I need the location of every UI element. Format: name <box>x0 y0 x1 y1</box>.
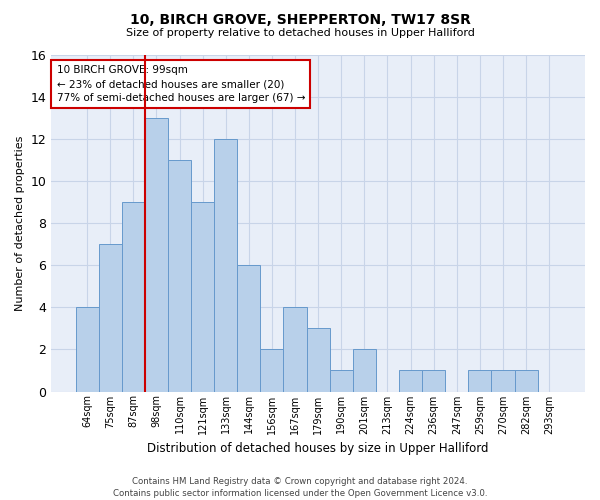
Bar <box>191 202 214 392</box>
Bar <box>399 370 422 392</box>
Text: 10 BIRCH GROVE: 99sqm
← 23% of detached houses are smaller (20)
77% of semi-deta: 10 BIRCH GROVE: 99sqm ← 23% of detached … <box>56 65 305 103</box>
Bar <box>168 160 191 392</box>
Bar <box>122 202 145 392</box>
Bar <box>329 370 353 392</box>
Bar <box>307 328 329 392</box>
Bar <box>214 139 237 392</box>
Bar <box>237 266 260 392</box>
Bar <box>76 308 98 392</box>
Bar <box>145 118 168 392</box>
Text: Size of property relative to detached houses in Upper Halliford: Size of property relative to detached ho… <box>125 28 475 38</box>
Y-axis label: Number of detached properties: Number of detached properties <box>15 136 25 311</box>
Bar <box>515 370 538 392</box>
Bar <box>491 370 515 392</box>
Bar <box>469 370 491 392</box>
Text: Contains HM Land Registry data © Crown copyright and database right 2024.
Contai: Contains HM Land Registry data © Crown c… <box>113 476 487 498</box>
Bar <box>283 308 307 392</box>
Bar <box>98 244 122 392</box>
Bar <box>422 370 445 392</box>
Text: 10, BIRCH GROVE, SHEPPERTON, TW17 8SR: 10, BIRCH GROVE, SHEPPERTON, TW17 8SR <box>130 12 470 26</box>
Bar <box>353 350 376 392</box>
X-axis label: Distribution of detached houses by size in Upper Halliford: Distribution of detached houses by size … <box>148 442 489 455</box>
Bar <box>260 350 283 392</box>
